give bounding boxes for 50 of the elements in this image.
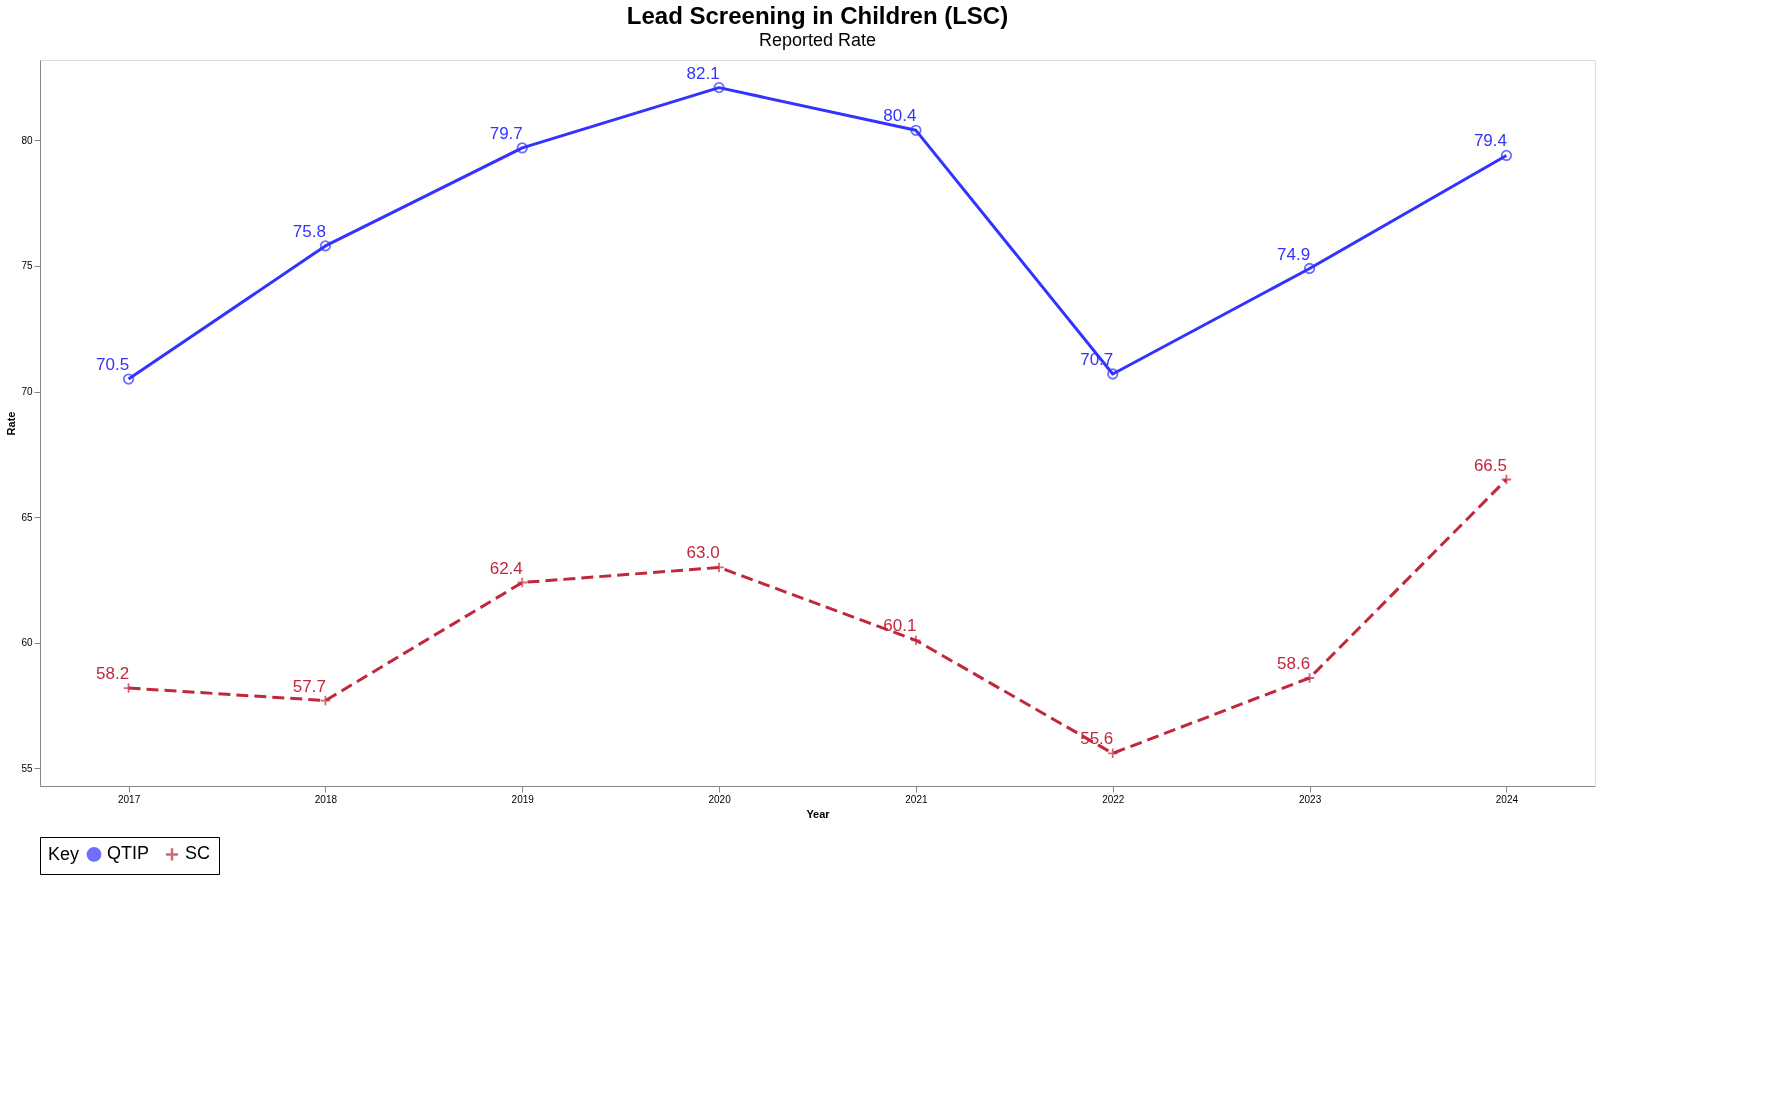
y-tick-label: 60 <box>21 637 33 649</box>
data-label: 58.2 <box>96 664 130 684</box>
data-label: 79.7 <box>489 123 523 143</box>
y-tick-label: 55 <box>21 762 33 774</box>
data-label: 57.7 <box>292 676 326 696</box>
x-tick-label: 2017 <box>117 793 141 805</box>
data-label: 74.9 <box>1277 244 1311 264</box>
x-tick-label: 2022 <box>1102 793 1125 805</box>
chart-subtitle: Reported Rate <box>758 30 877 50</box>
data-label: 66.5 <box>1473 455 1507 475</box>
point <box>1500 149 1513 162</box>
data-label: 82.1 <box>686 63 720 83</box>
x-tick-label: 2019 <box>511 793 535 805</box>
x-tick-label: 2024 <box>1495 793 1519 805</box>
x-tick-label: 2020 <box>708 793 732 805</box>
y-tick-label: 80 <box>21 134 33 146</box>
y-tick-label: 70 <box>21 386 33 398</box>
point <box>1107 368 1119 380</box>
data-label: 79.4 <box>1473 131 1507 151</box>
chart-title: Lead Screening in Children (LSC) <box>626 2 1009 29</box>
point <box>1107 747 1119 759</box>
legend-title: Key <box>48 844 80 864</box>
y-tick-label: 65 <box>21 511 33 523</box>
point <box>319 240 332 252</box>
point <box>910 634 922 646</box>
data-label: 60.1 <box>883 616 917 636</box>
data-label: 75.8 <box>292 221 326 241</box>
x-tick-label: 2021 <box>905 793 928 805</box>
point <box>516 142 528 154</box>
point <box>1500 473 1513 486</box>
x-tick-label: 2023 <box>1298 793 1322 805</box>
data-label: 80.4 <box>883 106 917 126</box>
legend-label: QTIP <box>107 843 150 864</box>
point <box>910 124 922 136</box>
point <box>122 373 135 385</box>
data-label: 63.0 <box>686 543 720 563</box>
x-axis-title: Year <box>806 807 831 820</box>
y-axis-title: Rate <box>5 411 18 436</box>
data-label: 62.4 <box>489 558 523 578</box>
y-tick-label: 75 <box>21 260 33 272</box>
point <box>713 82 725 94</box>
x-tick-label: 2018 <box>314 793 338 805</box>
data-label: 70.5 <box>96 355 130 375</box>
point <box>1303 262 1316 275</box>
data-label: 58.6 <box>1277 653 1311 673</box>
point <box>1303 672 1316 684</box>
point <box>713 561 725 574</box>
legend-label: SC <box>185 843 211 864</box>
point <box>319 694 332 707</box>
point <box>516 576 528 589</box>
